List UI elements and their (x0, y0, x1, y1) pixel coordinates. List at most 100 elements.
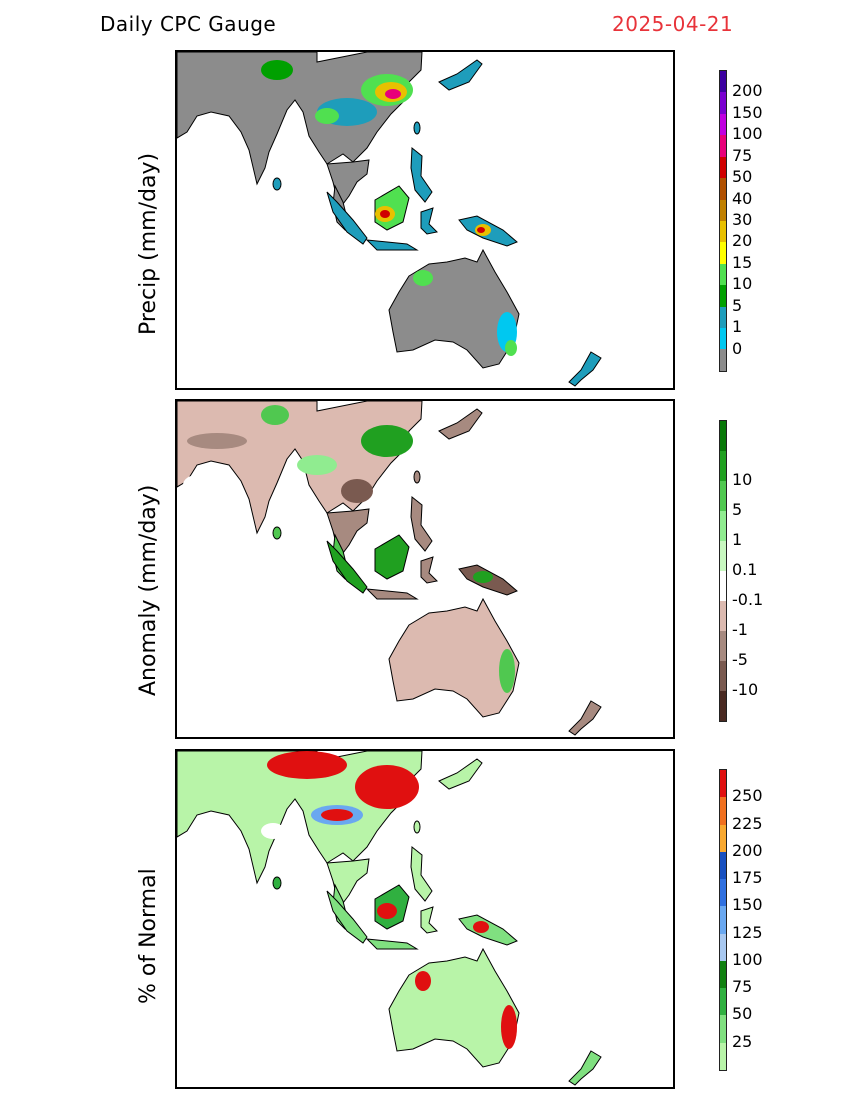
colorbar-tick-label: 75 (732, 977, 753, 997)
colorbar-tick-label: 15 (732, 252, 753, 272)
colorbar-tick-label: 25 (732, 1031, 753, 1051)
colorbar-segment (720, 220, 726, 243)
precip-map (175, 50, 675, 390)
colorbar-segment (720, 135, 726, 157)
anomaly-map (175, 399, 675, 739)
sumatra (326, 890, 368, 944)
australia (388, 947, 520, 1068)
colorbar-segment (720, 601, 726, 631)
colorbar-segment (720, 770, 726, 798)
colorbar-tick-label: -1 (732, 620, 748, 639)
colorbar-tick-label: 5 (732, 295, 743, 315)
colorbar-segment (720, 691, 726, 721)
percent-colorbar (719, 769, 727, 1071)
precip-colorbar (719, 70, 727, 372)
colorbar-tick-label: 50 (732, 1004, 753, 1024)
colorbar-segment (720, 960, 726, 989)
colorbar-tick-label: 30 (732, 210, 753, 229)
colorbar-segment (720, 824, 726, 852)
colorbar-tick-label: 10 (732, 470, 753, 489)
australia (388, 597, 520, 718)
sulawesi (420, 906, 439, 934)
colorbar-segment (720, 242, 726, 264)
colorbar-tick-label: 200 (732, 81, 763, 101)
colorbar-tick-label: 100 (732, 124, 763, 144)
colorbar-tick-label: 50 (732, 167, 753, 187)
java (365, 938, 419, 950)
colorbar-segment (720, 92, 726, 114)
app-title: Daily CPC Gauge (100, 12, 277, 36)
borneo (374, 534, 410, 580)
colorbar-tick-label: 0.1 (732, 560, 758, 579)
asia-landmass (177, 52, 423, 186)
colorbar-segment (720, 988, 726, 1016)
colorbar-segment (720, 156, 726, 179)
colorbar-tick-label: -5 (732, 650, 748, 669)
australia (388, 248, 520, 369)
colorbar-tick-label: -10 (732, 680, 759, 699)
sulawesi (420, 207, 439, 235)
sri-lanka (272, 526, 282, 540)
colorbar-tick-label: 40 (732, 188, 753, 208)
colorbar-tick-label: 100 (732, 949, 763, 969)
colorbar-tick-label: 0 (732, 338, 743, 358)
colorbar-segment (720, 263, 726, 286)
colorbar-segment (720, 661, 726, 691)
japan (438, 59, 483, 91)
colorbar-segment (720, 199, 726, 221)
colorbar-segment (720, 451, 726, 481)
sri-lanka (272, 876, 282, 890)
colorbar-segment (720, 933, 726, 961)
colorbar-segment (720, 631, 726, 661)
colorbar-tick-label: 125 (732, 922, 763, 942)
date-label: 2025-04-21 (612, 12, 734, 36)
colorbar-segment (720, 851, 726, 880)
colorbar-segment (720, 349, 726, 371)
colorbar-tick-label: 225 (732, 813, 763, 833)
precip-ylabel: Precip (mm/day) (136, 152, 161, 335)
colorbar-segment (720, 1042, 726, 1070)
colorbar-segment (720, 906, 726, 934)
philippines (410, 146, 433, 203)
new-zealand (568, 351, 602, 387)
colorbar-segment (720, 328, 726, 350)
colorbar-segment (720, 1015, 726, 1043)
new-guinea (458, 914, 518, 946)
colorbar-tick-label: 1 (732, 317, 743, 337)
sulawesi (420, 556, 439, 584)
japan (438, 408, 483, 440)
colorbar-segment (720, 285, 726, 307)
colorbar-tick-label: 200 (732, 840, 763, 860)
philippines (410, 845, 433, 902)
new-zealand (568, 700, 602, 736)
percent-map (175, 749, 675, 1089)
colorbar-tick-label: 1 (732, 530, 743, 549)
colorbar-segment (720, 306, 726, 329)
colorbar-tick-label: 150 (732, 102, 763, 122)
colorbar-tick-label: 150 (732, 895, 763, 915)
colorbar-tick-label: 10 (732, 274, 753, 294)
sumatra (326, 191, 368, 245)
colorbar-tick-label: 250 (732, 786, 763, 806)
colorbar-segment (720, 879, 726, 907)
colorbar-tick-label: 20 (732, 231, 753, 251)
java (365, 588, 419, 600)
colorbar-tick-label: 5 (732, 500, 743, 519)
new-zealand (568, 1050, 602, 1086)
colorbar-tick-label: -0.1 (732, 590, 764, 609)
taiwan (413, 470, 421, 484)
colorbar-segment (720, 511, 726, 541)
taiwan (413, 121, 421, 135)
colorbar-segment (720, 481, 726, 511)
philippines (410, 495, 433, 552)
sri-lanka (272, 177, 282, 191)
colorbar-segment (720, 571, 726, 601)
colorbar-segment (720, 178, 726, 200)
sumatra (326, 540, 368, 594)
colorbar-segment (720, 71, 726, 93)
colorbar-tick-label: 175 (732, 868, 763, 888)
colorbar-tick-label: 75 (732, 145, 753, 165)
colorbar-segment (720, 113, 726, 136)
colorbar-segment (720, 541, 726, 571)
percent-ylabel: % of Normal (136, 868, 161, 1004)
